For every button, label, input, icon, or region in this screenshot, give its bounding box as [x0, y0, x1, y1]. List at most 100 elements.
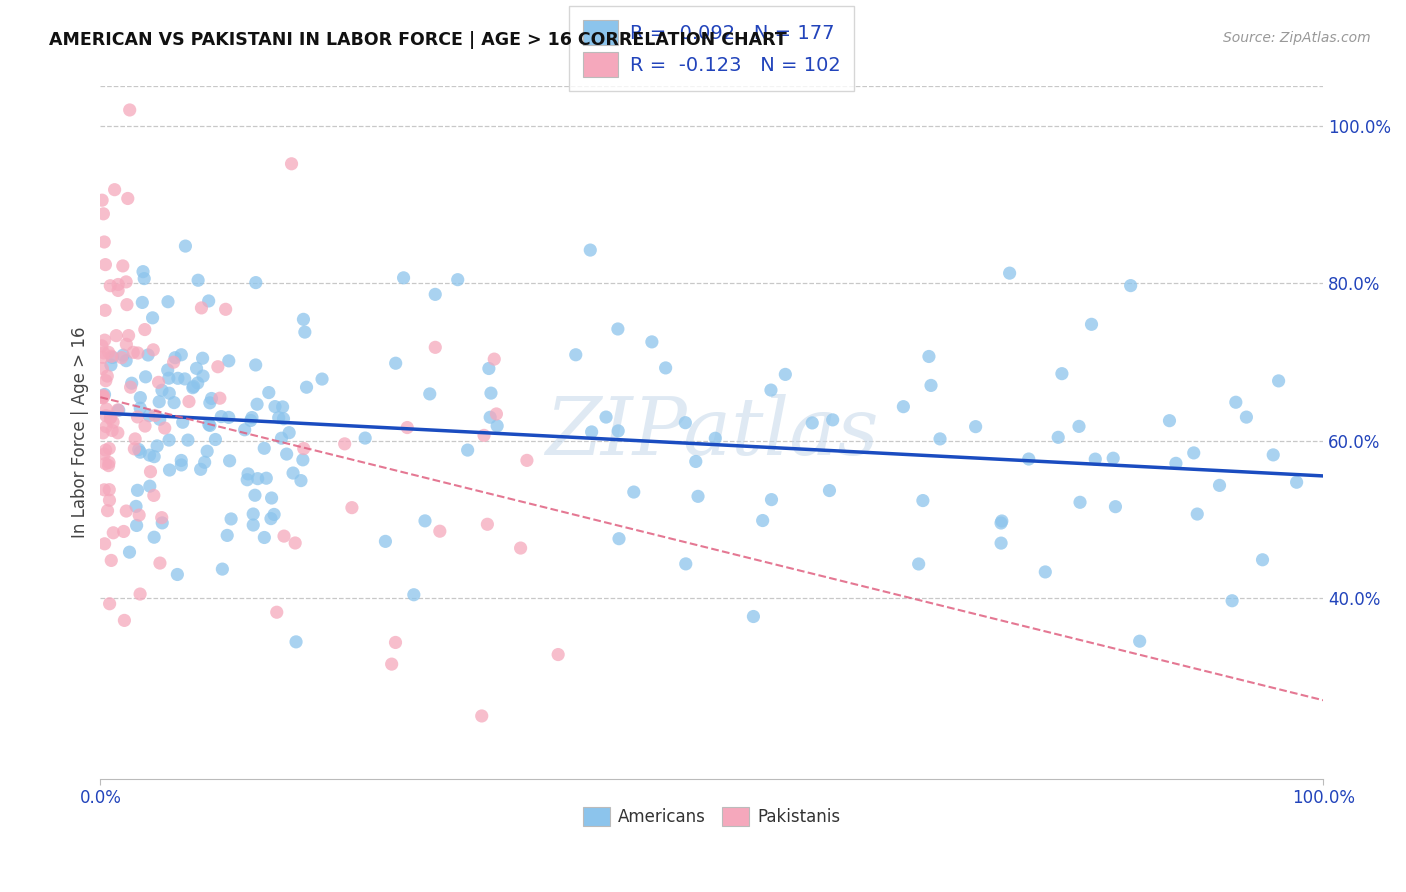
Point — [101, 415, 124, 429]
Point — [245, 276, 267, 290]
Point — [1251, 553, 1274, 567]
Point — [1067, 419, 1090, 434]
Point — [425, 287, 447, 301]
Point — [579, 243, 602, 257]
Point — [142, 343, 165, 357]
Point — [294, 325, 316, 339]
Point — [115, 353, 138, 368]
Point — [509, 541, 531, 555]
Point — [219, 512, 242, 526]
Point — [801, 416, 824, 430]
Point — [172, 415, 194, 429]
Point — [273, 411, 295, 425]
Point — [396, 420, 419, 434]
Point — [96, 504, 118, 518]
Point — [107, 425, 129, 440]
Point — [98, 597, 121, 611]
Point — [98, 483, 121, 497]
Point — [111, 351, 134, 365]
Point — [233, 423, 256, 437]
Point — [257, 385, 280, 400]
Point — [187, 273, 209, 287]
Point — [143, 409, 166, 423]
Point — [98, 411, 121, 425]
Point — [253, 442, 276, 456]
Point — [153, 421, 176, 435]
Point — [998, 266, 1021, 280]
Point — [100, 358, 122, 372]
Point — [112, 348, 135, 362]
Point — [485, 407, 508, 421]
Point — [243, 488, 266, 502]
Point — [402, 588, 425, 602]
Point — [93, 333, 115, 347]
Point — [392, 270, 415, 285]
Point — [107, 284, 129, 298]
Point — [1182, 446, 1205, 460]
Point — [295, 380, 318, 394]
Point — [606, 322, 628, 336]
Legend: Americans, Pakistanis: Americans, Pakistanis — [576, 800, 848, 833]
Point — [115, 337, 138, 351]
Point — [163, 395, 186, 409]
Point — [128, 442, 150, 457]
Point — [191, 351, 214, 366]
Point — [143, 450, 166, 464]
Point — [292, 312, 315, 326]
Point — [581, 425, 603, 439]
Point — [194, 455, 217, 469]
Point — [94, 374, 117, 388]
Point — [117, 192, 139, 206]
Text: Source: ZipAtlas.com: Source: ZipAtlas.com — [1223, 31, 1371, 45]
Point — [174, 239, 197, 253]
Point — [181, 381, 204, 395]
Point — [1080, 318, 1102, 332]
Point — [138, 448, 160, 462]
Point — [165, 351, 187, 365]
Point — [207, 359, 229, 374]
Point — [112, 614, 135, 628]
Point — [218, 454, 240, 468]
Point — [1234, 410, 1257, 425]
Point — [214, 302, 236, 317]
Point — [340, 500, 363, 515]
Point — [429, 524, 451, 539]
Point — [107, 402, 129, 417]
Point — [195, 444, 218, 458]
Point — [98, 455, 121, 469]
Point — [124, 442, 146, 456]
Point — [138, 409, 160, 423]
Point — [94, 303, 117, 318]
Point — [198, 417, 221, 432]
Point — [675, 557, 697, 571]
Point — [134, 419, 156, 434]
Point — [100, 349, 122, 363]
Point — [1069, 495, 1091, 509]
Point — [477, 517, 499, 532]
Point — [91, 425, 114, 440]
Point — [93, 447, 115, 461]
Point — [170, 458, 193, 472]
Point — [270, 431, 292, 445]
Point — [198, 418, 221, 433]
Point — [1050, 367, 1073, 381]
Point — [260, 511, 283, 525]
Point — [170, 348, 193, 362]
Point — [271, 400, 294, 414]
Point — [384, 356, 406, 370]
Point — [641, 334, 664, 349]
Point — [907, 557, 929, 571]
Point — [472, 428, 495, 442]
Point — [156, 363, 179, 377]
Point — [242, 507, 264, 521]
Point — [191, 369, 214, 384]
Point — [90, 339, 112, 353]
Point — [136, 348, 159, 362]
Point — [142, 488, 165, 502]
Point — [115, 275, 138, 289]
Point — [157, 433, 180, 447]
Point — [1033, 565, 1056, 579]
Point — [120, 380, 142, 394]
Point — [157, 386, 180, 401]
Point — [150, 516, 173, 530]
